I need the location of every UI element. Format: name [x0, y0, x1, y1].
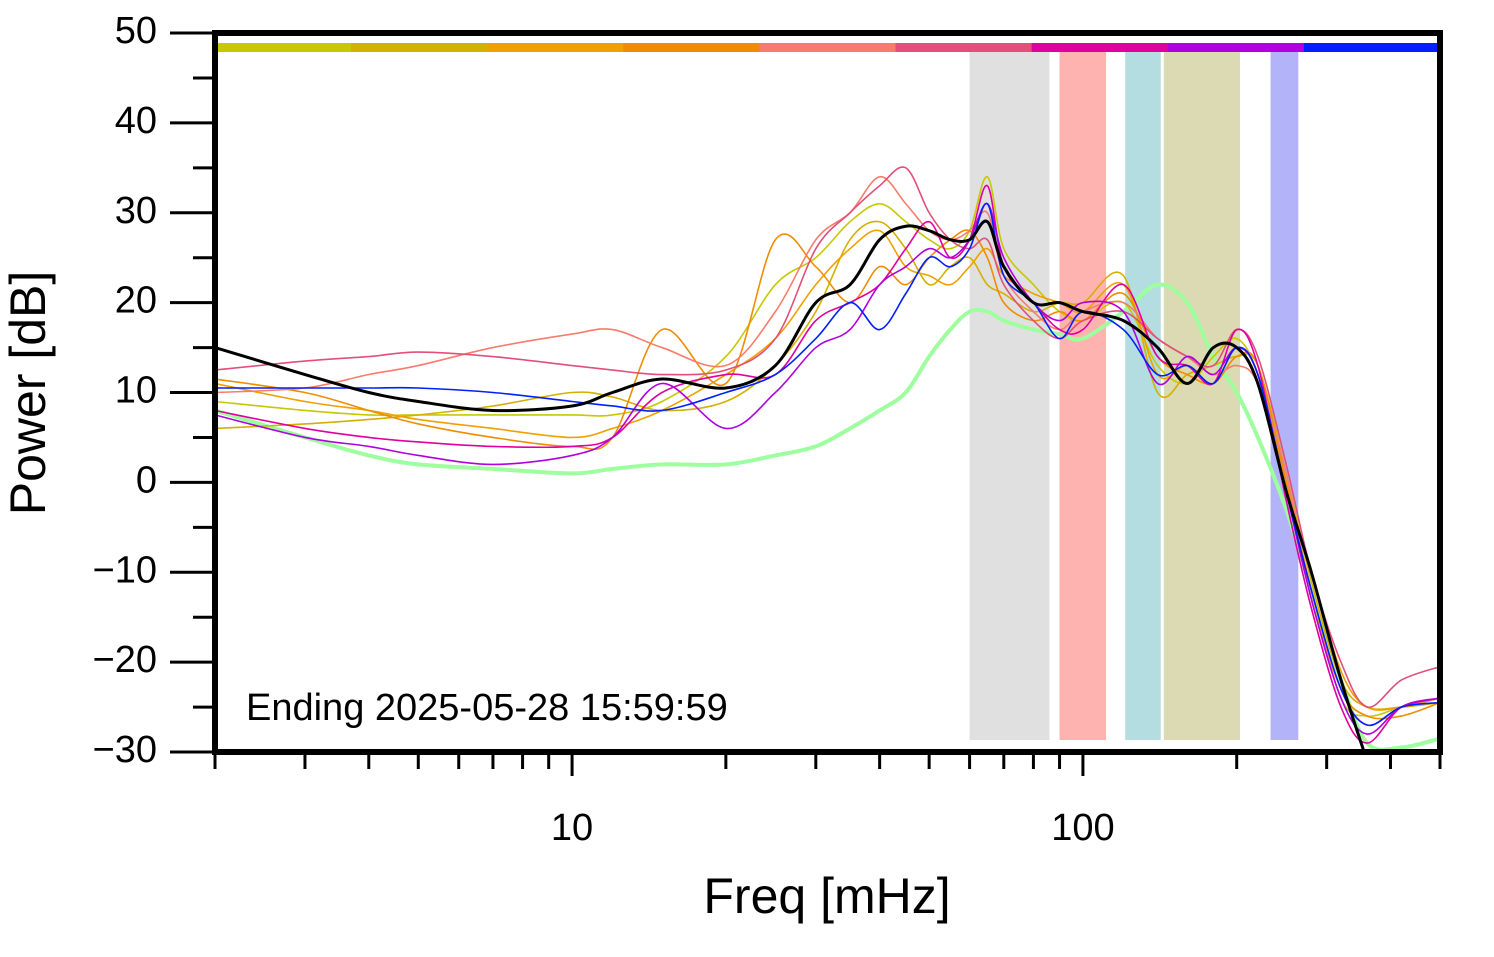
band [1163, 52, 1241, 740]
series-line [215, 229, 1440, 711]
plot-frame [212, 30, 1443, 755]
y-tick-label: −20 [93, 639, 157, 681]
color-key-segment [1167, 43, 1305, 52]
band [1059, 52, 1107, 740]
y-tick-label: −30 [93, 729, 157, 771]
band [969, 52, 1050, 740]
color-key-segment [351, 43, 488, 52]
x-tick-label: 100 [1051, 807, 1114, 849]
x-axis-title: Freq [mHz] [703, 868, 950, 924]
series-line [215, 202, 1440, 735]
series-line [215, 176, 1440, 727]
band [1125, 52, 1161, 740]
series-line [215, 229, 1440, 720]
y-tick-label: 20 [115, 280, 157, 322]
bands [969, 52, 1299, 740]
color-key [215, 43, 1441, 52]
series-line [215, 219, 1366, 752]
annotation: Ending 2025-05-28 15:59:59 [246, 687, 728, 729]
color-key-segment [895, 43, 1033, 52]
series-line [215, 166, 1440, 708]
color-key-segment [759, 43, 897, 52]
y-tick-label: 40 [115, 100, 157, 142]
series-line [215, 282, 1440, 752]
band [1270, 52, 1299, 740]
color-key-segment [1303, 43, 1441, 52]
series-line [215, 175, 1440, 718]
color-key-segment [487, 43, 624, 52]
axes: −30 −20 −10 0 10 20 30 40 50 10 100 [93, 10, 1442, 849]
color-key-segment [1031, 43, 1169, 52]
lines [215, 166, 1440, 752]
y-tick-label: 10 [115, 370, 157, 412]
y-tick-label: −10 [93, 549, 157, 591]
color-key-segment [215, 43, 352, 52]
color-key-segment [623, 43, 760, 52]
series-line [215, 184, 1440, 744]
series-line [215, 202, 1440, 727]
y-tick-label: 30 [115, 190, 157, 232]
x-tick-label: 10 [551, 807, 593, 849]
y-axis-title: Power [dB] [0, 271, 56, 516]
y-tick-label: 50 [115, 10, 157, 52]
y-tick-label: 0 [136, 459, 157, 501]
